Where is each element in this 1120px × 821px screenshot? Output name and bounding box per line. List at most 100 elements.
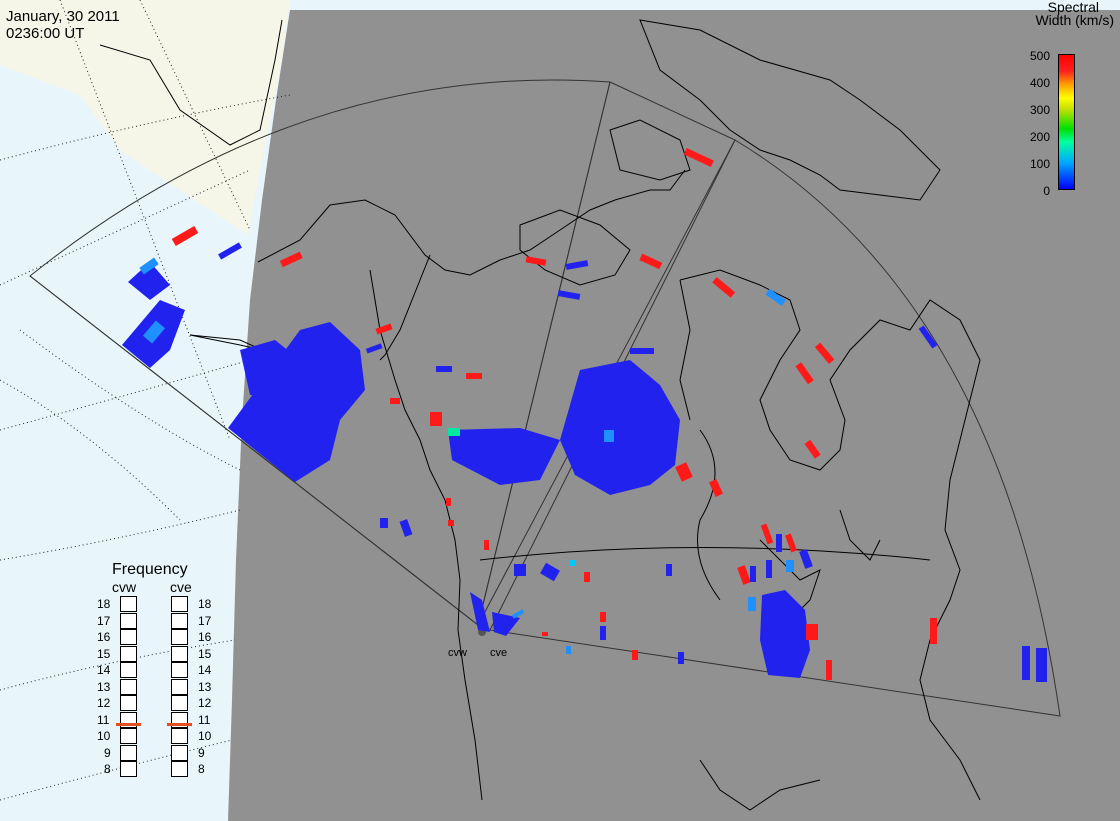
frequency-cell — [171, 629, 188, 645]
frequency-scale-right: 10 — [198, 729, 212, 743]
colorbar-tick-label: 200 — [1029, 130, 1050, 144]
echo-bar — [436, 366, 452, 372]
frequency-scale-right: 11 — [198, 712, 211, 727]
frequency-cell — [120, 596, 137, 612]
echo-bar — [930, 618, 937, 644]
frequency-cell — [171, 695, 188, 711]
frequency-cell — [171, 662, 188, 678]
frequency-scale-left: 12 — [97, 696, 111, 710]
echo-bar — [514, 564, 526, 576]
frequency-scale-right: 14 — [198, 663, 212, 677]
echo-bar — [171, 226, 199, 246]
echo-patch-lakes — [760, 590, 810, 678]
colorbar-tick-label: 0 — [1043, 184, 1050, 198]
frequency-cell — [171, 744, 188, 761]
echo-bar — [218, 242, 242, 260]
cve-radar-label: cve — [490, 647, 508, 659]
echo-bar — [142, 320, 166, 344]
radar-echoes — [122, 147, 1047, 682]
echo-bar — [708, 479, 724, 497]
echo-bar — [766, 560, 772, 578]
frequency-cell — [120, 678, 137, 695]
echo-bar — [632, 650, 638, 660]
echo-bar — [750, 566, 756, 582]
echo-patch-west — [228, 322, 365, 482]
frequency-scale-right: 17 — [198, 613, 212, 628]
echo-bar — [525, 256, 547, 266]
echo-bar — [365, 343, 383, 354]
frequency-scale-right: 12 — [198, 696, 212, 710]
echo-bar — [678, 652, 684, 664]
echo-bar — [760, 523, 774, 545]
echo-patch-west-upper — [240, 340, 300, 395]
cve-frequency-label: cve — [170, 579, 192, 595]
echo-bar — [511, 609, 525, 619]
frequency-cell — [171, 645, 188, 662]
frequency-scale-left: 9 — [104, 745, 111, 760]
echo-bar — [565, 260, 589, 270]
frequency-cell — [120, 629, 137, 645]
frequency-cell — [171, 728, 188, 744]
frequency-scale-right: 13 — [198, 679, 212, 694]
echo-bar — [712, 276, 736, 298]
frequency-scale-left: 11 — [97, 712, 110, 727]
frequency-cell — [120, 728, 137, 744]
echo-bar — [584, 572, 590, 582]
colorbar-tick-label: 300 — [1029, 103, 1050, 117]
cvw-radar-label: cvw — [448, 647, 467, 659]
echo-bar — [675, 462, 693, 482]
colorbar-tick-label: 100 — [1029, 157, 1050, 171]
colorbar-units: Width (km/s) — [1035, 12, 1114, 28]
frequency-scale-right: 16 — [198, 630, 212, 644]
frequency-scale-right: 18 — [198, 597, 212, 611]
echo-bar — [683, 147, 714, 167]
echo-bar — [737, 565, 751, 585]
frequency-scale-right: 9 — [198, 745, 205, 760]
frequency-cell — [171, 596, 188, 612]
echo-bar — [600, 626, 606, 640]
frequency-cell — [120, 761, 137, 777]
frequency-scale-left: 10 — [97, 729, 111, 743]
colorbar-title: Spectral — [1047, 0, 1099, 15]
echo-bar — [826, 660, 832, 680]
frequency-title: Frequency — [112, 561, 188, 578]
cvw-frequency-label: cvw — [112, 579, 137, 595]
echo-bar — [799, 549, 813, 569]
echo-bar — [786, 560, 794, 572]
cve-frequency-marker — [167, 722, 192, 726]
echo-bar — [804, 439, 821, 459]
echo-bar — [390, 398, 400, 404]
echo-bar — [540, 562, 560, 582]
echo-bar — [604, 430, 614, 442]
echo-bar — [765, 288, 786, 307]
echo-bar — [1036, 648, 1047, 682]
echo-band-central — [448, 428, 560, 485]
echo-bar — [566, 646, 571, 654]
echo-bar — [557, 290, 581, 300]
frequency-cell — [171, 678, 188, 695]
echo-bar — [666, 564, 672, 576]
frequency-scale-left: 16 — [97, 630, 111, 644]
frequency-scale-left: 15 — [97, 646, 111, 661]
colorbar-tick-label: 400 — [1029, 76, 1050, 90]
echo-bar — [375, 323, 393, 335]
frequency-cell — [171, 761, 188, 777]
frequency-scale-right: 15 — [198, 646, 212, 661]
echo-bar — [600, 612, 606, 622]
colorbar-gradient — [1058, 54, 1075, 190]
echo-bar — [806, 624, 818, 640]
frequency-cell — [120, 695, 137, 711]
frequency-scale-left: 8 — [104, 762, 111, 776]
echo-bar — [430, 412, 442, 426]
frequency-scale-left: 14 — [97, 663, 111, 677]
echo-bar — [380, 518, 388, 528]
echo-bar — [139, 257, 159, 275]
frequency-scale-left: 13 — [97, 679, 111, 694]
time-label: 0236:00 UT — [6, 25, 85, 42]
frequency-cell — [120, 612, 137, 629]
echo-bar — [814, 342, 835, 364]
echo-bar — [630, 348, 654, 354]
echo-patch-east — [560, 360, 680, 495]
echo-bar — [918, 325, 938, 349]
